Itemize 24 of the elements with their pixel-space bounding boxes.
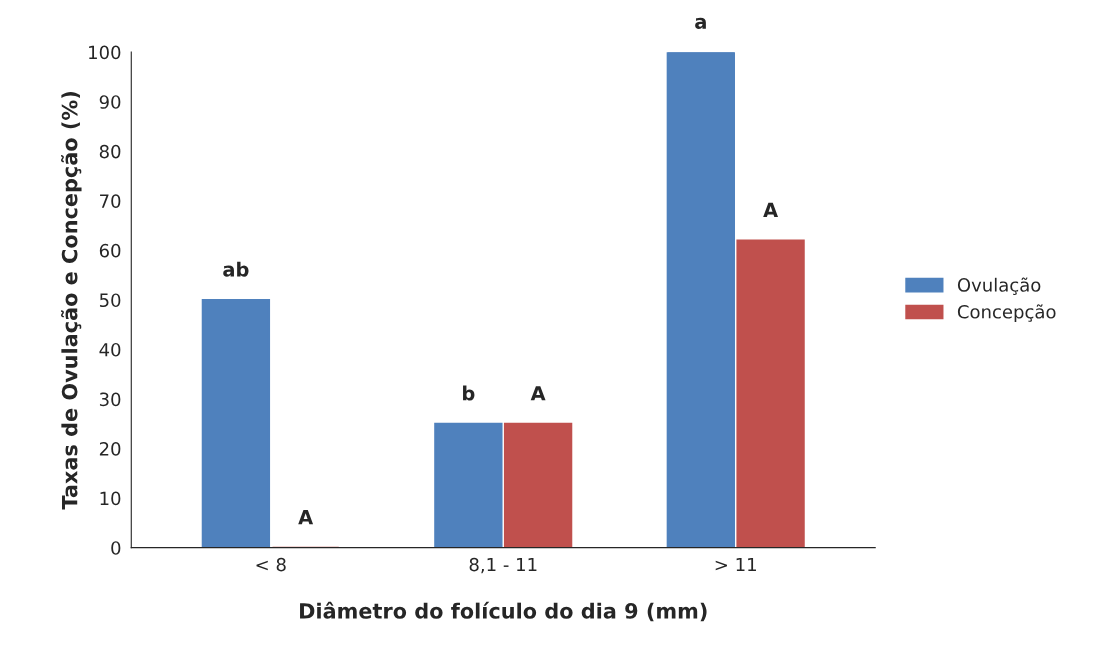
y-tick-label: 90 [99,95,121,109]
x-tick-label: > 11 [715,557,756,572]
y-tick-label: 40 [99,342,121,357]
annotation: A [763,202,779,217]
annotation: A [530,386,546,401]
annotation: A [298,510,314,525]
y-tick-label: 70 [100,194,121,208]
y-tick-label: 100 [89,45,121,60]
y-tick-label: 30 [99,392,121,407]
legend-label: Concepção [957,304,1056,323]
y-axis-title: Taxas de Ovulação e Concepção (%) [61,92,82,510]
y-tick-label: 20 [99,442,121,456]
legend-label: Ovulação [957,277,1041,295]
y-tick-label: 0 [111,541,121,555]
annotation: a [695,17,706,29]
y-tick-label: 10 [100,491,121,506]
annotation: b [463,385,475,401]
y-tick-label: 80 [99,144,121,159]
y-tick-label: 60 [99,243,121,258]
x-tick-label: 8,1 - 11 [469,557,537,574]
annotation: ab [223,261,249,277]
x-axis-title: Diâmetro do folículo do dia 9 (mm) [300,601,707,622]
x-tick-label: < 8 [256,557,286,572]
y-tick-label: 50 [99,293,121,308]
